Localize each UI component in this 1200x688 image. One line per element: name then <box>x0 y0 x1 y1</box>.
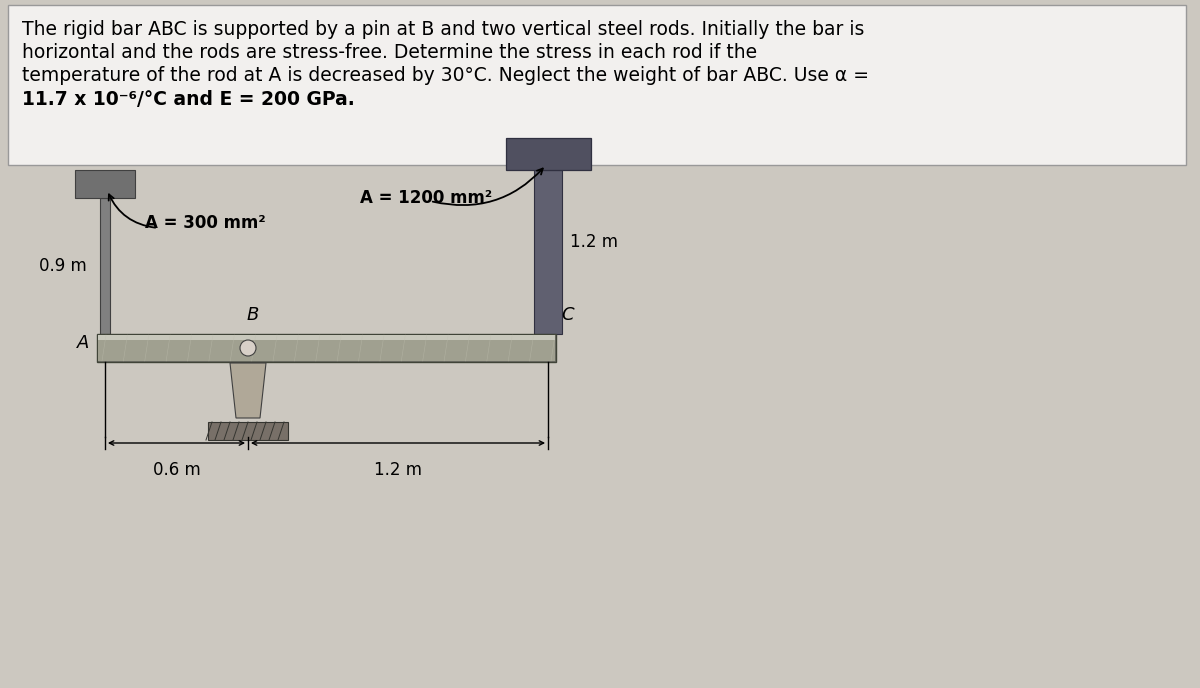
Text: 11.7 x 10⁻⁶/°C and E = 200 GPa.: 11.7 x 10⁻⁶/°C and E = 200 GPa. <box>22 90 355 109</box>
Text: A: A <box>77 334 89 352</box>
Circle shape <box>240 340 256 356</box>
Text: A = 1200 mm²: A = 1200 mm² <box>360 189 492 207</box>
Bar <box>100 198 110 334</box>
Polygon shape <box>230 363 266 418</box>
FancyBboxPatch shape <box>8 5 1186 165</box>
Bar <box>98 335 554 340</box>
Bar <box>505 138 590 170</box>
Bar <box>534 170 562 334</box>
Bar <box>74 170 134 198</box>
Text: A = 300 mm²: A = 300 mm² <box>145 214 265 232</box>
Text: C: C <box>562 306 575 324</box>
Bar <box>97 334 556 362</box>
Text: temperature of the rod at A is decreased by 30°C. Neglect the weight of bar ABC.: temperature of the rod at A is decreased… <box>22 66 869 85</box>
Text: 0.6 m: 0.6 m <box>152 461 200 479</box>
Text: B: B <box>247 306 259 324</box>
Text: The rigid bar ABC is supported by a pin at B and two vertical steel rods. Initia: The rigid bar ABC is supported by a pin … <box>22 20 864 39</box>
Bar <box>98 335 554 361</box>
Text: 0.9 m: 0.9 m <box>40 257 88 275</box>
Bar <box>208 422 288 440</box>
Text: 1.2 m: 1.2 m <box>570 233 618 251</box>
Text: horizontal and the rods are stress-free. Determine the stress in each rod if the: horizontal and the rods are stress-free.… <box>22 43 757 62</box>
Text: 1.2 m: 1.2 m <box>374 461 422 479</box>
